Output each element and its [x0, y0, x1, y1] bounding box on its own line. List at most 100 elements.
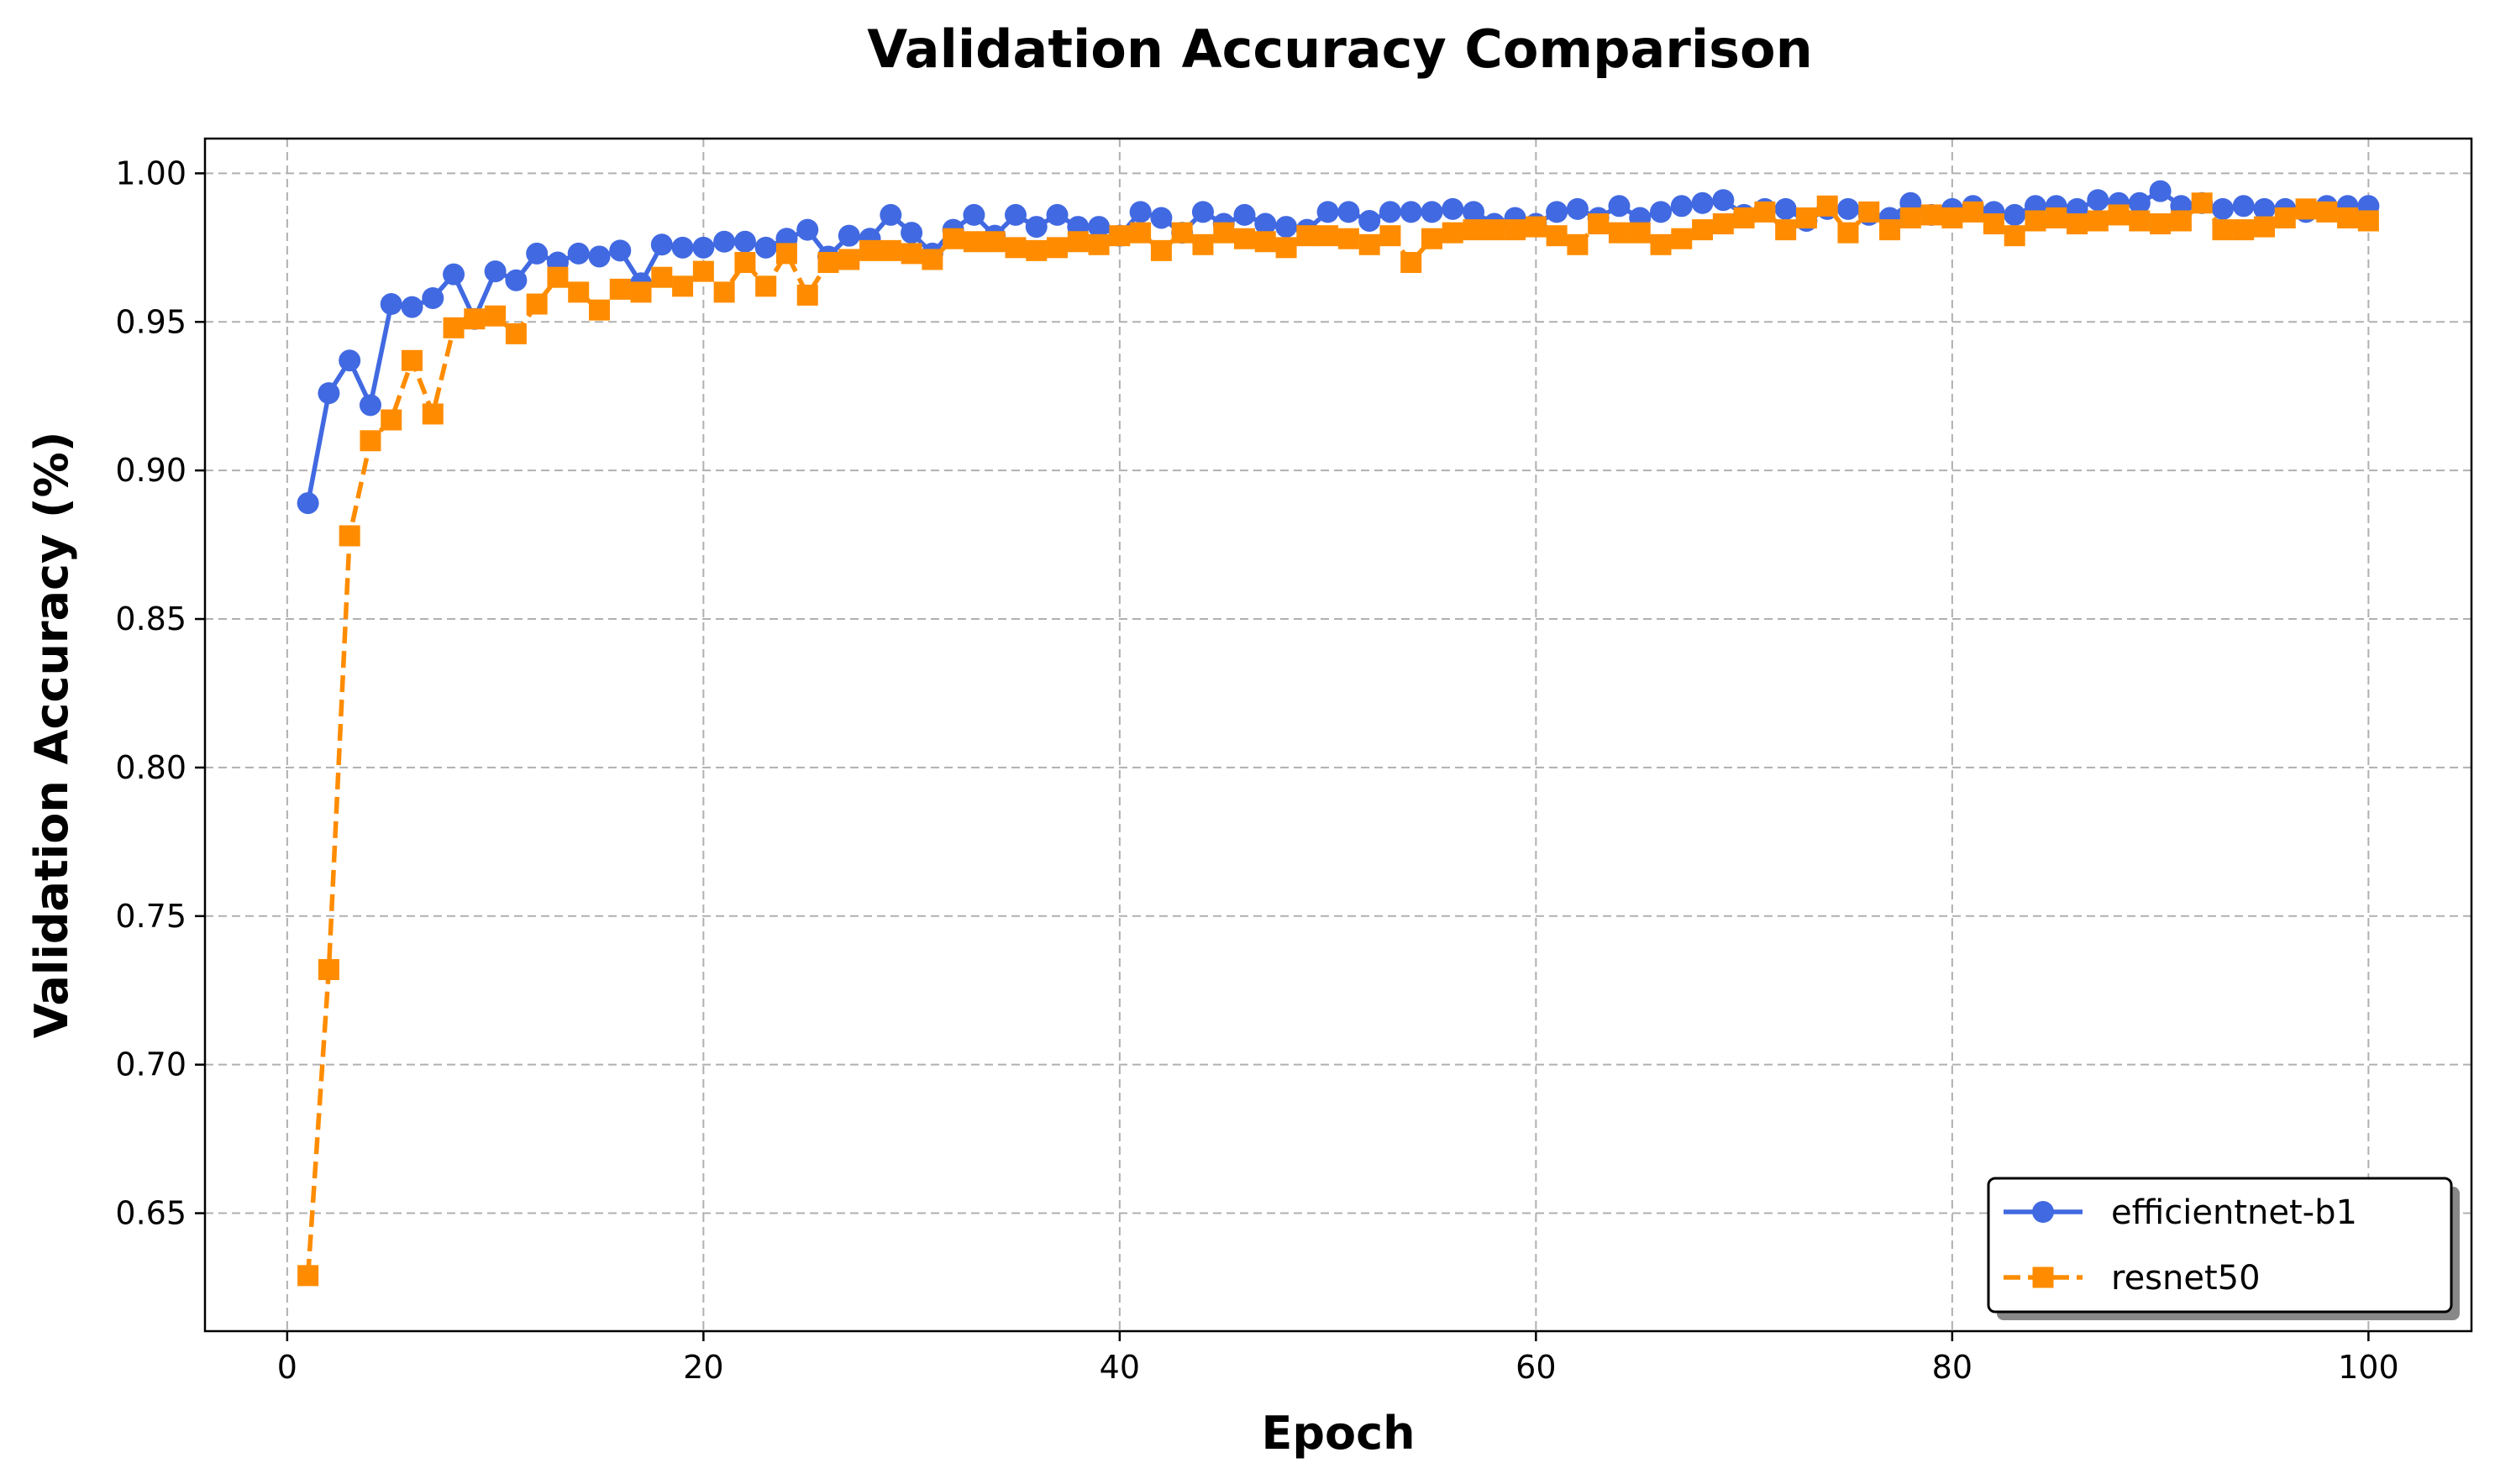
data-point-resnet50 [381, 409, 402, 431]
y-axis-label: Validation Accuracy (%) [25, 432, 78, 1039]
y-tick-label: 0.65 [115, 1195, 186, 1232]
data-point-resnet50 [692, 260, 714, 282]
data-point-resnet50 [2233, 219, 2255, 241]
data-point-resnet50 [2212, 219, 2234, 241]
y-tick-label: 0.70 [115, 1046, 186, 1083]
data-point-resnet50 [1130, 222, 1152, 244]
data-point-efficientnet-b1 [880, 203, 902, 226]
y-tick-label: 1.00 [115, 155, 186, 191]
x-tick-label: 0 [277, 1349, 297, 1386]
data-point-resnet50 [1899, 207, 1921, 228]
data-point-resnet50 [1505, 219, 1526, 241]
data-point-resnet50 [1733, 207, 1755, 228]
data-point-efficientnet-b1 [1442, 197, 1464, 220]
data-point-efficientnet-b1 [1691, 191, 1714, 214]
data-point-efficientnet-b1 [1379, 201, 1401, 223]
y-tick-label: 0.85 [115, 600, 186, 637]
data-point-efficientnet-b1 [1233, 203, 1256, 226]
data-point-resnet50 [464, 308, 486, 330]
data-point-efficientnet-b1 [1650, 201, 1673, 223]
data-point-resnet50 [755, 275, 777, 297]
data-point-resnet50 [1379, 225, 1401, 247]
data-point-resnet50 [1983, 213, 2004, 235]
data-point-efficientnet-b1 [609, 239, 632, 262]
data-point-resnet50 [1296, 225, 1318, 247]
data-point-resnet50 [1879, 219, 1901, 241]
data-point-resnet50 [2025, 210, 2046, 232]
data-point-resnet50 [1275, 237, 1297, 259]
data-point-efficientnet-b1 [1836, 197, 1859, 220]
data-point-resnet50 [651, 266, 673, 288]
data-point-resnet50 [1629, 222, 1651, 244]
data-point-resnet50 [1171, 222, 1193, 244]
data-point-efficientnet-b1 [484, 260, 507, 283]
data-point-efficientnet-b1 [1129, 201, 1152, 223]
data-point-resnet50 [1484, 219, 1505, 241]
data-point-efficientnet-b1 [1670, 195, 1693, 218]
data-point-resnet50 [1150, 239, 1172, 261]
data-point-resnet50 [922, 249, 943, 270]
chart-title: Validation Accuracy Comparison [867, 18, 1813, 80]
y-tick-label: 0.90 [115, 452, 186, 489]
y-tick-label: 0.75 [115, 898, 186, 935]
legend: efficientnet-b1 resnet50 [1987, 1177, 2460, 1320]
data-point-resnet50 [796, 284, 818, 306]
data-point-efficientnet-b1 [1088, 216, 1111, 239]
data-point-efficientnet-b1 [567, 242, 590, 265]
data-point-efficientnet-b1 [963, 203, 985, 226]
data-point-resnet50 [2129, 210, 2151, 232]
data-point-resnet50 [775, 243, 797, 265]
data-point-efficientnet-b1 [380, 293, 402, 316]
data-point-resnet50 [1671, 228, 1693, 249]
data-point-resnet50 [609, 278, 631, 300]
data-point-efficientnet-b1 [1400, 201, 1422, 223]
data-point-efficientnet-b1 [505, 269, 528, 291]
data-point-resnet50 [1920, 204, 1942, 226]
data-point-resnet50 [2316, 201, 2338, 223]
data-point-resnet50 [1941, 207, 1963, 228]
data-point-resnet50 [2295, 198, 2317, 220]
data-point-efficientnet-b1 [838, 224, 860, 247]
data-point-efficientnet-b1 [1254, 212, 1277, 235]
data-point-resnet50 [901, 243, 922, 265]
data-point-resnet50 [1962, 201, 1984, 223]
data-point-efficientnet-b1 [1337, 201, 1360, 223]
data-point-resnet50 [2274, 207, 2296, 228]
data-point-resnet50 [713, 281, 735, 303]
data-point-resnet50 [2046, 207, 2067, 228]
data-point-resnet50 [1754, 201, 1776, 223]
x-tick-label: 60 [1515, 1349, 1556, 1386]
data-point-resnet50 [422, 403, 444, 425]
data-point-resnet50 [2067, 213, 2088, 235]
data-point-resnet50 [2357, 210, 2379, 232]
data-point-resnet50 [1005, 237, 1027, 259]
data-point-resnet50 [1588, 213, 1610, 235]
x-tick-label: 80 [1932, 1349, 1972, 1386]
data-point-resnet50 [963, 231, 985, 253]
data-point-resnet50 [547, 266, 569, 288]
data-point-resnet50 [1254, 231, 1276, 253]
data-point-efficientnet-b1 [401, 296, 423, 318]
data-point-resnet50 [1234, 228, 1256, 249]
data-point-resnet50 [297, 1265, 319, 1287]
data-point-resnet50 [734, 252, 756, 274]
y-tick-label: 0.80 [115, 749, 186, 786]
data-point-resnet50 [2170, 210, 2192, 232]
axis-ticks: 0 20 40 60 80 100 0.65 0.70 0.75 0.80 0.85 0.90 0.95… [115, 155, 2398, 1386]
data-point-efficientnet-b1 [733, 230, 756, 253]
data-point-resnet50 [630, 281, 652, 303]
data-point-efficientnet-b1 [339, 349, 361, 372]
data-point-resnet50 [1650, 233, 1672, 255]
data-point-efficientnet-b1 [713, 230, 736, 253]
data-point-resnet50 [1546, 225, 1568, 247]
legend-box [1987, 1177, 2453, 1314]
data-point-efficientnet-b1 [2128, 191, 2151, 214]
y-tick-label: 0.95 [115, 303, 186, 340]
data-point-resnet50 [1047, 237, 1069, 259]
data-point-resnet50 [443, 317, 465, 338]
data-point-efficientnet-b1 [526, 242, 549, 265]
data-point-resnet50 [1775, 219, 1797, 241]
data-point-efficientnet-b1 [796, 218, 819, 241]
data-point-efficientnet-b1 [422, 286, 444, 309]
